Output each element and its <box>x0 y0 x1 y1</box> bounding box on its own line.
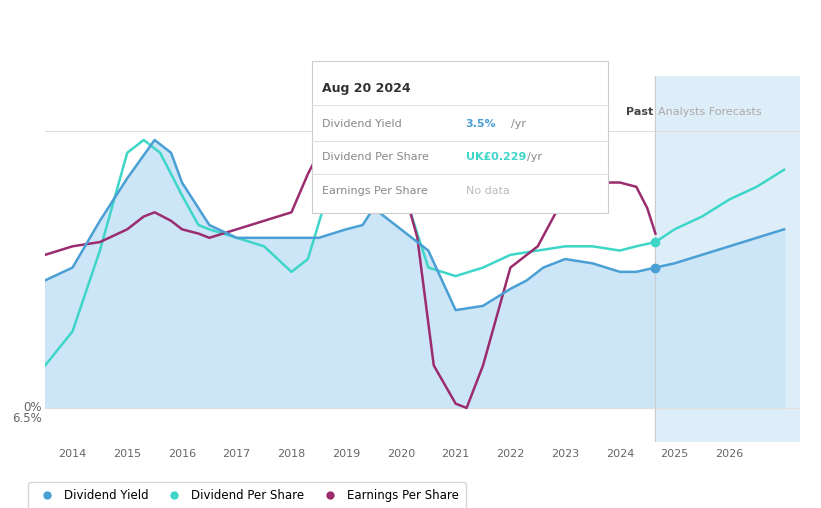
Text: /yr: /yr <box>527 152 542 163</box>
Text: Earnings Per Share: Earnings Per Share <box>322 186 428 197</box>
Text: /yr: /yr <box>511 118 525 129</box>
Text: 0%: 0% <box>23 401 41 415</box>
Text: Past: Past <box>626 107 654 117</box>
Text: Aug 20 2024: Aug 20 2024 <box>322 82 410 94</box>
Legend: Dividend Yield, Dividend Per Share, Earnings Per Share: Dividend Yield, Dividend Per Share, Earn… <box>29 482 466 508</box>
Text: Analysts Forecasts: Analysts Forecasts <box>658 107 761 117</box>
Text: No data: No data <box>466 186 510 197</box>
Text: 3.5%: 3.5% <box>466 118 497 129</box>
Text: Dividend Yield: Dividend Yield <box>322 118 401 129</box>
Text: 6.5%: 6.5% <box>11 411 41 425</box>
Bar <box>655 76 800 442</box>
Text: Dividend Per Share: Dividend Per Share <box>322 152 429 163</box>
Text: UK£0.229: UK£0.229 <box>466 152 526 163</box>
